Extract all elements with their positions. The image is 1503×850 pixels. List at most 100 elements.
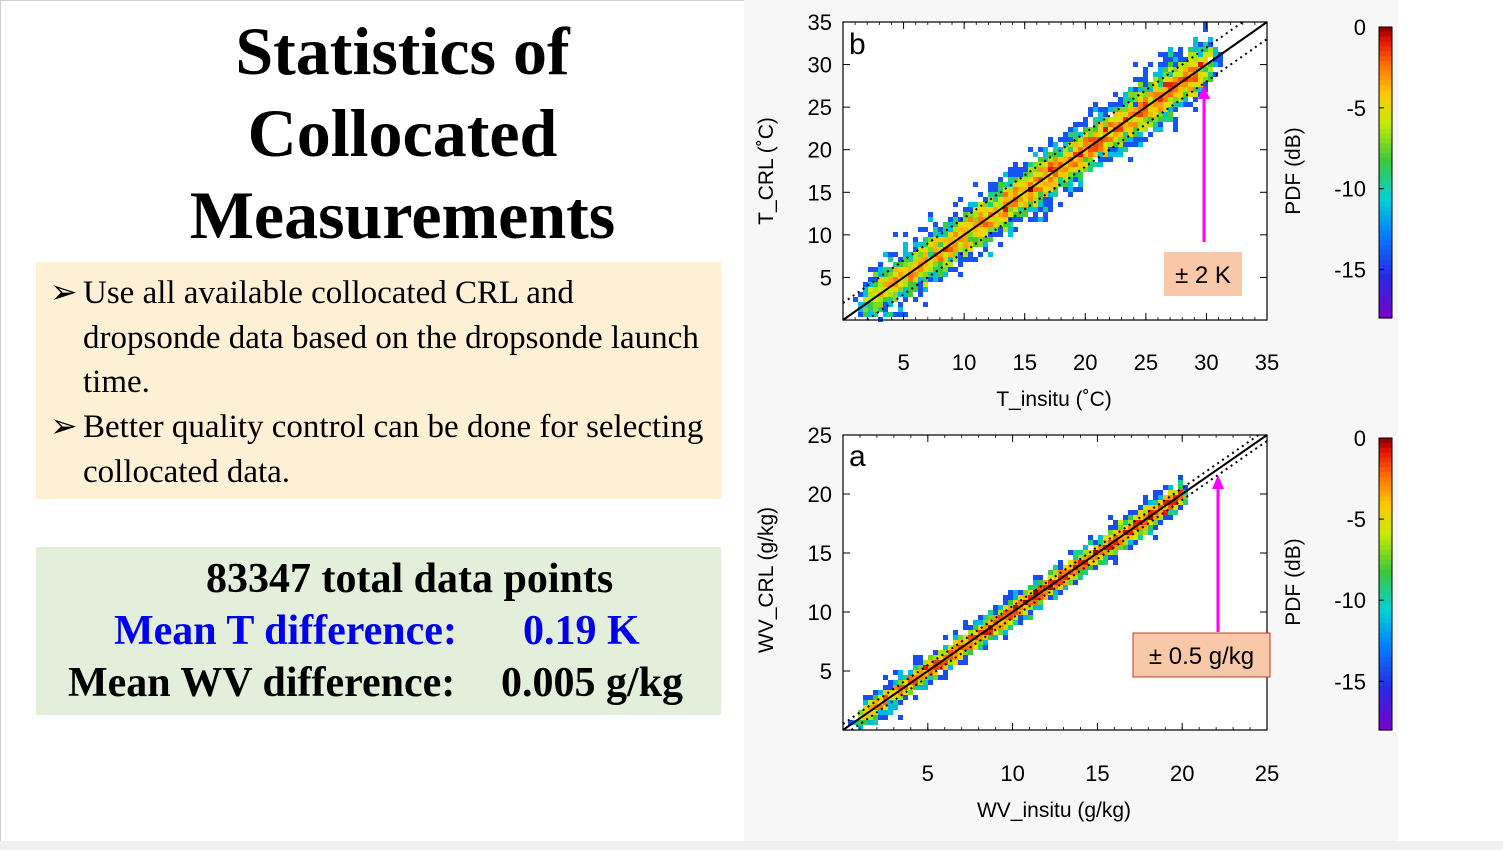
density-cell xyxy=(913,655,918,660)
density-cell xyxy=(1158,87,1163,92)
density-cell xyxy=(1053,575,1058,580)
density-cell xyxy=(1168,47,1173,52)
density-cell xyxy=(1108,107,1113,112)
density-cell xyxy=(1098,122,1103,127)
x-axis-label: T_insitu (˚C) xyxy=(996,388,1112,411)
density-cell xyxy=(913,695,918,700)
density-cell xyxy=(1033,575,1038,580)
density-cell xyxy=(1113,555,1118,560)
density-cell xyxy=(988,222,993,227)
density-cell xyxy=(928,232,933,237)
density-cell xyxy=(1068,167,1073,172)
density-cell xyxy=(878,307,883,312)
density-cell xyxy=(983,207,988,212)
density-cell xyxy=(1168,67,1173,72)
density-cell xyxy=(933,257,938,262)
density-cell xyxy=(1133,520,1138,525)
density-cell xyxy=(893,312,898,317)
density-cell xyxy=(988,227,993,232)
density-cell xyxy=(1018,217,1023,222)
density-cell xyxy=(1043,167,1048,172)
density-cell xyxy=(873,307,878,312)
density-cell xyxy=(1033,595,1038,600)
density-cell xyxy=(1183,102,1188,107)
colorbar-segment xyxy=(1379,618,1392,624)
density-cell xyxy=(1038,197,1043,202)
x-tick-label: 10 xyxy=(1000,761,1024,786)
density-cell xyxy=(948,645,953,650)
density-cell xyxy=(898,670,903,675)
density-cell xyxy=(1033,167,1038,172)
density-cell xyxy=(888,710,893,715)
colorbar-segment xyxy=(1379,535,1392,541)
density-cell xyxy=(953,640,958,645)
density-cell xyxy=(863,292,868,297)
density-cell xyxy=(908,272,913,277)
density-cell xyxy=(903,292,908,297)
density-cell xyxy=(1198,62,1203,67)
density-cell xyxy=(968,222,973,227)
density-cell xyxy=(1183,485,1188,490)
density-cell xyxy=(1098,555,1103,560)
density-cell xyxy=(993,197,998,202)
density-cell xyxy=(1073,122,1078,127)
density-cell xyxy=(928,237,933,242)
density-cell xyxy=(943,645,948,650)
density-cell xyxy=(928,277,933,282)
density-cell xyxy=(1003,212,1008,217)
density-cell xyxy=(1168,97,1173,102)
density-cell xyxy=(883,690,888,695)
density-cell xyxy=(858,292,863,297)
density-cell xyxy=(1018,620,1023,625)
density-cell xyxy=(1023,192,1028,197)
density-cell xyxy=(1083,560,1088,565)
density-cell xyxy=(1013,202,1018,207)
density-cell xyxy=(953,635,958,640)
y-tick-label: 15 xyxy=(808,180,832,205)
density-cell xyxy=(1168,82,1173,87)
density-cell xyxy=(918,282,923,287)
density-cell xyxy=(1108,102,1113,107)
lower-dotted-line xyxy=(850,440,1268,731)
density-cell xyxy=(1158,490,1163,495)
density-cell xyxy=(993,620,998,625)
density-cell xyxy=(1193,72,1198,77)
density-cell xyxy=(923,257,928,262)
density-cell xyxy=(1168,112,1173,117)
density-cell xyxy=(1053,192,1058,197)
density-cell xyxy=(1203,67,1208,72)
density-cell xyxy=(1163,112,1168,117)
density-cell xyxy=(958,247,963,252)
density-cell xyxy=(968,202,973,207)
density-cell xyxy=(943,670,948,675)
y-tick-label: 25 xyxy=(808,95,832,120)
density-cell xyxy=(1073,167,1078,172)
density-cell xyxy=(953,242,958,247)
density-cell xyxy=(1083,117,1088,122)
density-cell xyxy=(1038,575,1043,580)
density-cell xyxy=(1088,152,1093,157)
density-cell xyxy=(1198,47,1203,52)
density-cell xyxy=(1143,495,1148,500)
density-cell xyxy=(1078,187,1083,192)
density-cell xyxy=(923,302,928,307)
density-cell xyxy=(958,232,963,237)
density-cell xyxy=(1028,197,1033,202)
density-cell xyxy=(1123,540,1128,545)
density-cell xyxy=(1113,545,1118,550)
density-cell xyxy=(958,227,963,232)
colorbar-segment xyxy=(1379,691,1392,697)
density-cell xyxy=(1168,52,1173,57)
density-cell xyxy=(1183,87,1188,92)
density-cell xyxy=(938,675,943,680)
density-cell xyxy=(953,202,958,207)
density-cell xyxy=(1138,515,1143,520)
density-cell xyxy=(1058,585,1063,590)
density-cell xyxy=(1123,127,1128,132)
density-cell xyxy=(1058,565,1063,570)
density-cell xyxy=(1188,102,1193,107)
density-cell xyxy=(1143,112,1148,117)
density-cell xyxy=(1138,87,1143,92)
density-cell xyxy=(988,635,993,640)
density-cell xyxy=(903,252,908,257)
